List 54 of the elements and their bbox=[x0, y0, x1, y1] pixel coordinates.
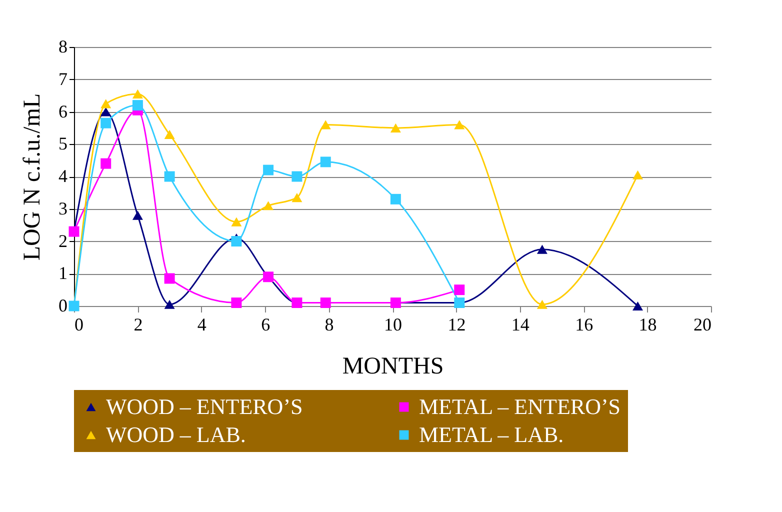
point bbox=[292, 193, 302, 202]
y-tick-label: 2 bbox=[58, 230, 68, 251]
x-tick-label: 14 bbox=[511, 314, 530, 334]
point bbox=[164, 300, 175, 309]
y-tick-label: 7 bbox=[58, 68, 68, 89]
y-tick-label: 6 bbox=[58, 101, 68, 122]
x-tick-label: 12 bbox=[448, 314, 466, 334]
x-tick-label: 8 bbox=[324, 314, 334, 334]
point bbox=[390, 194, 401, 204]
x-tick-label: 6 bbox=[261, 314, 270, 334]
point bbox=[454, 120, 465, 130]
x-tick-label: 18 bbox=[638, 314, 657, 334]
point bbox=[231, 217, 242, 226]
point bbox=[132, 89, 143, 98]
y-axis-title: LOG N c.f.u./mL bbox=[20, 93, 46, 261]
x-tick-label: 16 bbox=[575, 314, 594, 334]
y-tick-label: 3 bbox=[58, 198, 68, 218]
y-tick-label: 8 bbox=[58, 36, 68, 56]
point bbox=[100, 107, 112, 116]
point bbox=[100, 118, 112, 128]
point bbox=[390, 123, 401, 132]
point bbox=[132, 100, 143, 111]
point bbox=[164, 171, 175, 182]
point bbox=[100, 99, 112, 108]
point bbox=[632, 170, 643, 180]
x-tick-label: 0 bbox=[74, 314, 84, 334]
point bbox=[164, 130, 175, 139]
legend-label: WOOD – LAB. bbox=[106, 422, 246, 447]
point bbox=[320, 156, 331, 168]
y-tick-label: 0 bbox=[58, 296, 68, 316]
point bbox=[100, 158, 112, 169]
point bbox=[132, 210, 143, 220]
x-tick-label: 20 bbox=[694, 314, 712, 334]
point bbox=[263, 201, 274, 210]
y-tick-label: 4 bbox=[58, 166, 68, 186]
point bbox=[263, 164, 274, 176]
point bbox=[231, 298, 242, 308]
point bbox=[292, 171, 302, 182]
y-tick-label: 5 bbox=[58, 134, 68, 154]
point bbox=[231, 236, 242, 246]
point bbox=[536, 300, 548, 309]
legend-label: METAL – ENTERO’S bbox=[419, 394, 621, 419]
x-tick-label: 10 bbox=[384, 314, 402, 334]
point bbox=[164, 273, 175, 284]
point bbox=[536, 244, 548, 254]
legend-label: WOOD – ENTERO’S bbox=[106, 394, 303, 419]
point bbox=[320, 120, 331, 130]
legend-label: METAL – LAB. bbox=[419, 422, 564, 447]
point bbox=[632, 301, 643, 311]
point bbox=[454, 284, 465, 296]
x-tick-label: 4 bbox=[197, 314, 206, 334]
x-tick-label: 2 bbox=[134, 314, 143, 334]
x-axis-title: MONTHS bbox=[342, 354, 444, 380]
y-tick-label: 1 bbox=[58, 263, 68, 284]
